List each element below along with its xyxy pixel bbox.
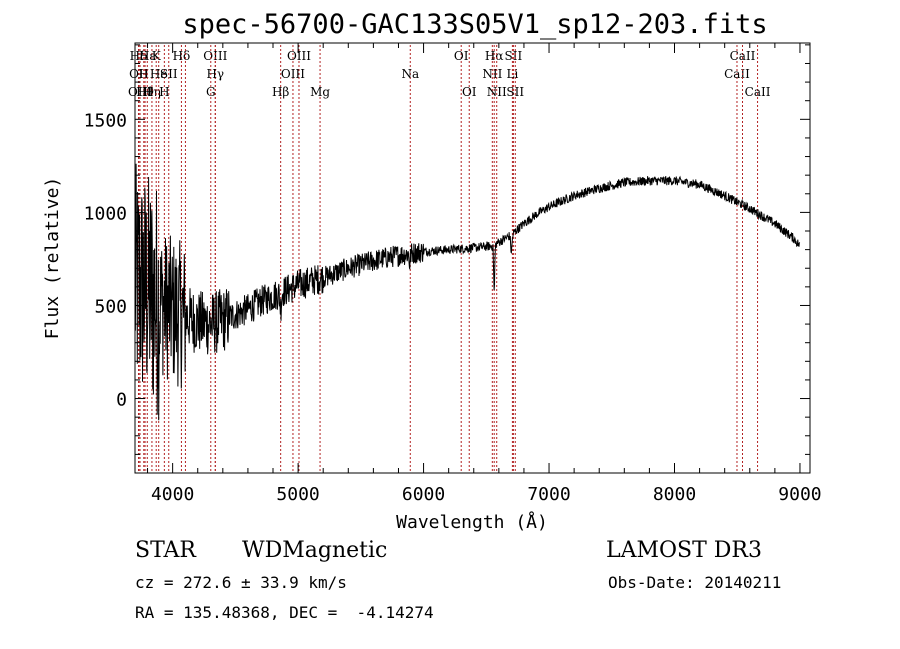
x-tick-label: 7000 xyxy=(527,484,570,505)
survey-name: LAMOST DR3 xyxy=(606,538,762,563)
line-label: CaII xyxy=(724,67,750,81)
line-label: Hδ xyxy=(130,49,148,63)
obs-date: Obs-Date: 20140211 xyxy=(608,573,782,592)
line-label: H xyxy=(159,85,169,99)
x-tick-label: 9000 xyxy=(778,484,821,505)
chart-title: spec-56700-GAC133S05V1_sp12-203.fits xyxy=(182,9,767,40)
ra-dec: RA = 135.48368, DEC = -4.14274 xyxy=(135,603,434,622)
line-label: CaII xyxy=(745,85,771,99)
y-tick-label: 1000 xyxy=(84,203,127,224)
line-label: Hθ xyxy=(136,85,154,99)
line-label: H xyxy=(139,67,149,81)
line-label: K xyxy=(152,49,162,63)
y-tick-label: 1500 xyxy=(84,110,127,131)
line-label: Na xyxy=(401,67,419,81)
line-label: OIII xyxy=(128,85,152,99)
line-label: Hη xyxy=(143,85,161,99)
x-tick-label: 5000 xyxy=(276,484,319,505)
line-label: NII xyxy=(482,67,502,81)
plot-frame xyxy=(134,42,811,474)
line-label: Li xyxy=(506,67,518,81)
x-tick-label: 4000 xyxy=(151,484,194,505)
x-tick-label: 8000 xyxy=(653,484,696,505)
line-label: OIII xyxy=(281,67,305,81)
line-label: SII xyxy=(160,67,178,81)
line-label: Hγ xyxy=(206,67,224,81)
line-label: OIII xyxy=(203,49,227,63)
line-label: SII xyxy=(506,85,524,99)
line-label: Hε xyxy=(139,49,156,63)
object-subclass: WDMagnetic xyxy=(242,538,388,563)
object-class: STAR xyxy=(135,538,196,563)
axis-ticks: 4000 5000 6000 7000 8000 9000 0 500 1000 1500 xyxy=(84,43,822,505)
line-label: He xyxy=(150,67,168,81)
line-label: OI xyxy=(454,49,469,63)
spectrum-line xyxy=(134,163,801,421)
y-tick-label: 0 xyxy=(116,390,127,411)
y-axis-label: Flux (relative) xyxy=(42,177,63,340)
line-label: OIII xyxy=(287,49,311,63)
line-label: OI xyxy=(462,85,477,99)
line-label: G xyxy=(206,85,216,99)
line-label: CaII xyxy=(730,49,756,63)
x-axis-label: Wavelength (Å) xyxy=(396,511,548,533)
line-label: Mg xyxy=(310,85,330,99)
line-label: Hδ xyxy=(173,49,191,63)
line-label: SII xyxy=(505,49,523,63)
y-tick-label: 500 xyxy=(94,296,127,317)
line-label: NII xyxy=(487,85,507,99)
line-label: Hβ xyxy=(272,85,289,99)
x-tick-label: 6000 xyxy=(402,484,445,505)
line-label: Hα xyxy=(485,49,504,63)
redshift-cz: cz = 272.6 ± 33.9 km/s xyxy=(135,573,347,592)
